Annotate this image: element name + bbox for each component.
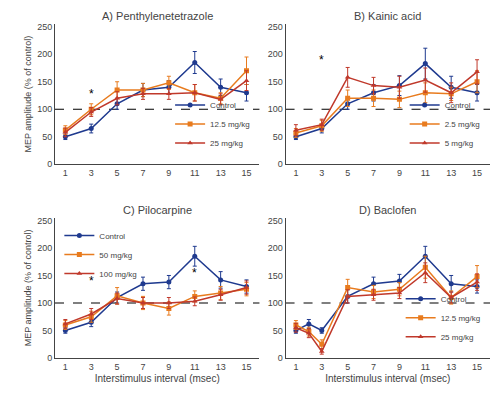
svg-text:5: 5 (345, 362, 350, 372)
svg-text:15: 15 (242, 168, 252, 178)
svg-text:5: 5 (115, 168, 120, 178)
svg-text:100: 100 (37, 298, 52, 308)
svg-text:100 mg/kg: 100 mg/kg (99, 270, 136, 279)
svg-text:C) Pilocarpine: C) Pilocarpine (123, 204, 192, 216)
svg-text:Interstimulus interval (msec): Interstimulus interval (msec) (325, 373, 450, 384)
svg-text:3: 3 (319, 168, 324, 178)
svg-text:9: 9 (397, 362, 402, 372)
svg-text:9: 9 (166, 362, 171, 372)
svg-text:100: 100 (268, 298, 283, 308)
svg-text:13: 13 (216, 168, 226, 178)
svg-text:25 mg/kg: 25 mg/kg (210, 139, 243, 148)
svg-text:7: 7 (140, 362, 145, 372)
svg-text:12.5 mg/kg: 12.5 mg/kg (441, 314, 481, 323)
svg-text:150: 150 (268, 271, 283, 281)
svg-text:7: 7 (371, 168, 376, 178)
svg-text:250: 250 (37, 216, 52, 226)
svg-text:9: 9 (397, 168, 402, 178)
svg-text:1: 1 (63, 168, 68, 178)
svg-text:25 mg/kg: 25 mg/kg (441, 333, 474, 342)
svg-text:3: 3 (319, 362, 324, 372)
svg-text:50 mg/kg: 50 mg/kg (99, 251, 132, 260)
svg-text:50: 50 (273, 132, 283, 142)
svg-text:D) Baclofen: D) Baclofen (359, 204, 416, 216)
svg-text:15: 15 (472, 168, 482, 178)
svg-text:*: * (89, 274, 94, 288)
svg-text:50: 50 (273, 326, 283, 336)
svg-text:0: 0 (278, 353, 283, 363)
svg-text:1: 1 (293, 168, 298, 178)
svg-text:50: 50 (42, 326, 52, 336)
svg-text:*: * (89, 87, 94, 101)
svg-text:0: 0 (278, 159, 283, 169)
svg-text:100: 100 (268, 104, 283, 114)
svg-text:Interstimulus interval (msec): Interstimulus interval (msec) (95, 373, 220, 384)
svg-text:5: 5 (345, 168, 350, 178)
svg-text:250: 250 (268, 22, 283, 32)
svg-text:11: 11 (190, 168, 199, 178)
svg-text:2.5 mg/kg: 2.5 mg/kg (445, 120, 480, 129)
svg-text:1: 1 (63, 362, 68, 372)
svg-text:12.5 mg/kg: 12.5 mg/kg (210, 120, 250, 129)
svg-text:11: 11 (421, 362, 430, 372)
svg-text:250: 250 (37, 22, 52, 32)
svg-text:Control: Control (210, 101, 236, 110)
svg-text:250: 250 (268, 216, 283, 226)
svg-text:Control: Control (99, 232, 125, 241)
svg-text:1: 1 (293, 362, 298, 372)
svg-text:50: 50 (42, 132, 52, 142)
svg-text:200: 200 (37, 49, 52, 59)
svg-text:5: 5 (115, 362, 120, 372)
svg-text:3: 3 (89, 362, 94, 372)
svg-text:100: 100 (37, 104, 52, 114)
svg-text:11: 11 (190, 362, 199, 372)
svg-text:Control: Control (441, 295, 467, 304)
svg-text:7: 7 (140, 168, 145, 178)
svg-text:200: 200 (37, 243, 52, 253)
svg-text:Control: Control (445, 101, 471, 110)
svg-text:B) Kainic acid: B) Kainic acid (354, 10, 421, 22)
svg-text:13: 13 (216, 362, 226, 372)
svg-text:9: 9 (166, 168, 171, 178)
svg-text:150: 150 (37, 271, 52, 281)
svg-text:0: 0 (47, 353, 52, 363)
svg-text:15: 15 (242, 362, 252, 372)
svg-text:15: 15 (472, 362, 482, 372)
svg-text:200: 200 (268, 49, 283, 59)
svg-text:5 mg/kg: 5 mg/kg (445, 139, 473, 148)
svg-text:13: 13 (446, 168, 456, 178)
svg-text:0: 0 (47, 159, 52, 169)
svg-text:11: 11 (421, 168, 430, 178)
svg-text:MEP amplitude (% of control): MEP amplitude (% of control) (23, 229, 33, 346)
svg-text:3: 3 (89, 168, 94, 178)
svg-text:7: 7 (371, 362, 376, 372)
svg-text:150: 150 (37, 77, 52, 87)
svg-text:200: 200 (268, 243, 283, 253)
svg-text:*: * (192, 266, 197, 280)
svg-text:150: 150 (268, 77, 283, 87)
svg-text:A) Penthylenetetrazole: A) Penthylenetetrazole (102, 10, 213, 22)
svg-text:13: 13 (446, 362, 456, 372)
svg-text:*: * (319, 53, 324, 67)
svg-text:MEP amplitude (% of control): MEP amplitude (% of control) (23, 36, 33, 153)
